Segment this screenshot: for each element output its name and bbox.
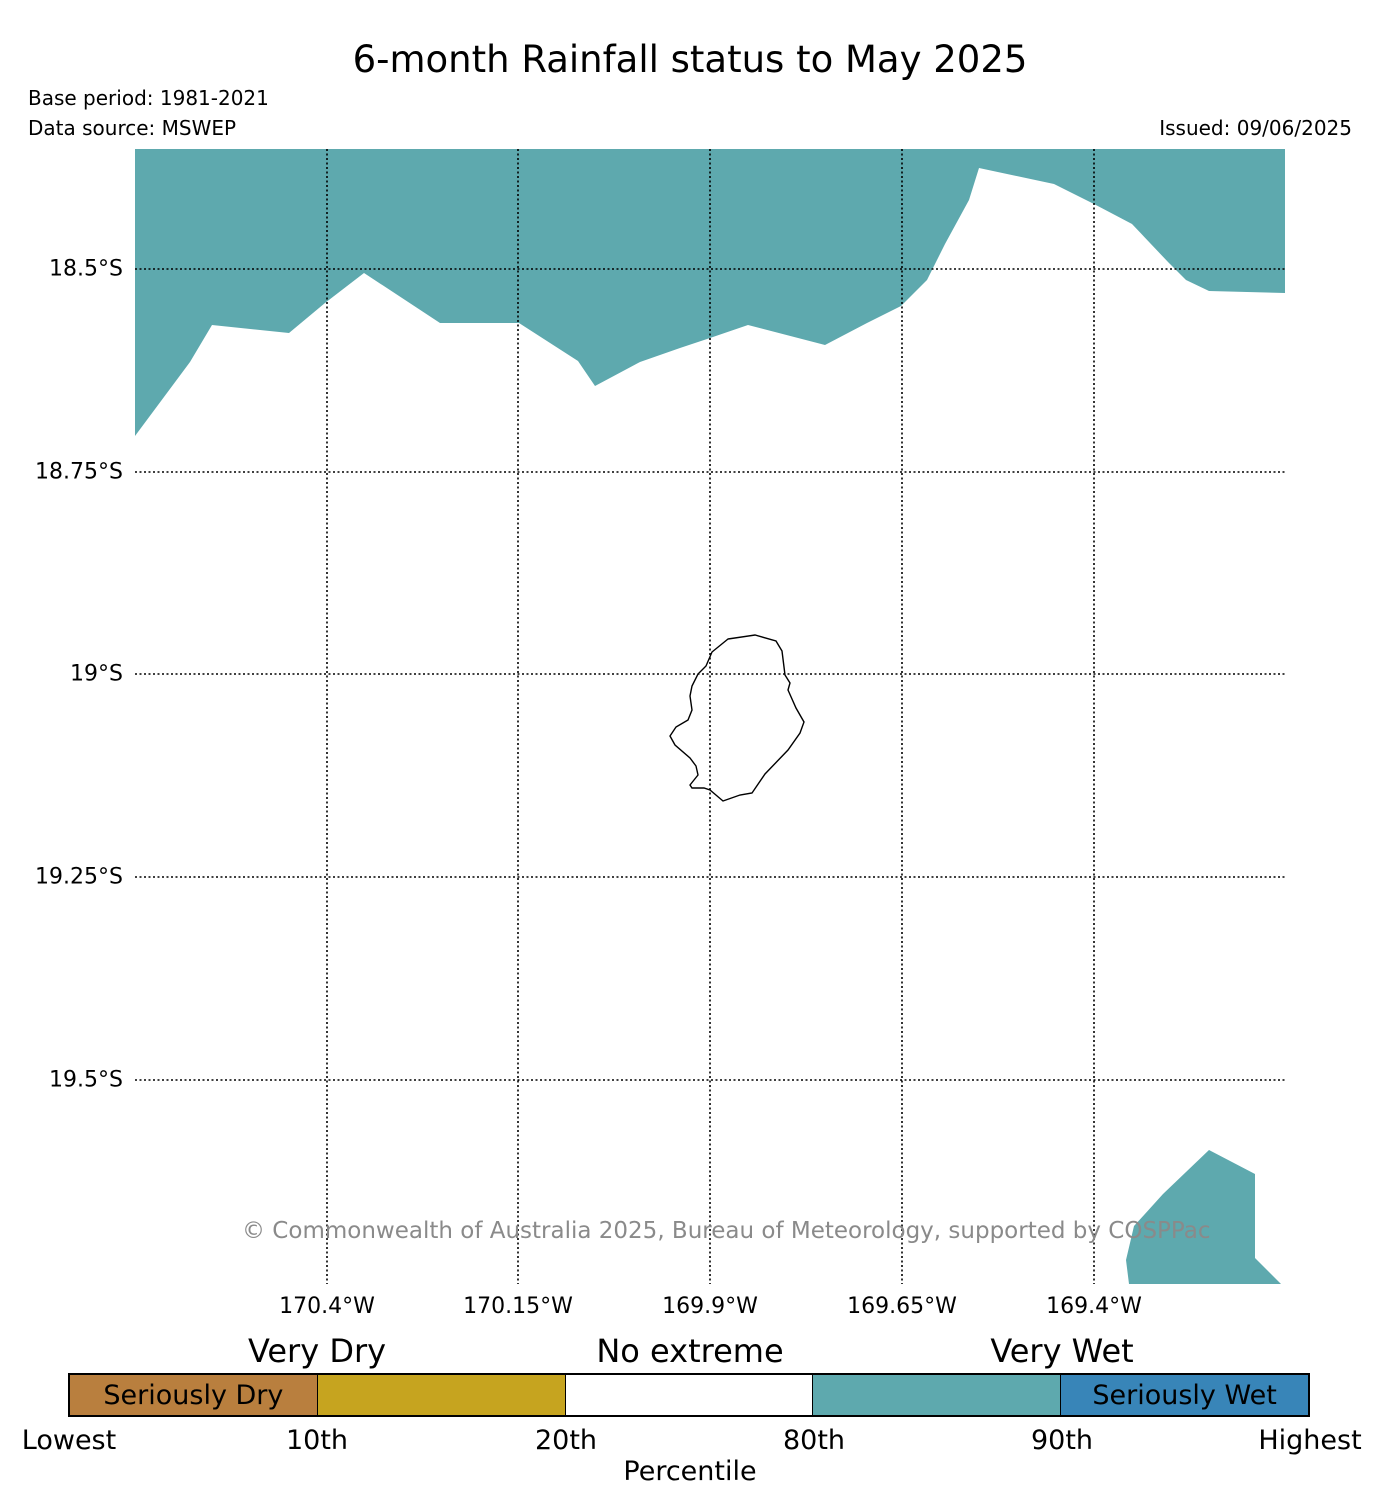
legend-tick-lowest: Lowest [21,1425,117,1456]
lat-label-19: 19°S [70,661,123,687]
map-title: 6-month Rainfall status to May 2025 [352,38,1028,81]
lon-label-169-4: 169.4°W [1046,1294,1142,1319]
very-wet-region-north [135,149,1285,436]
lon-label-170-4: 170.4°W [279,1294,375,1319]
legend-colorbar: Seriously Dry Seriously Wet [68,1373,1310,1417]
legend-segment-very-wet [813,1375,1062,1415]
legend-segment-seriously-dry: Seriously Dry [70,1375,318,1415]
lat-label-19-5: 19.5°S [49,1067,123,1093]
legend-tick-90th: 90th [1030,1425,1094,1456]
lat-label-18-75: 18.75°S [35,459,123,485]
legend-segment-no-extreme [565,1375,814,1415]
lat-label-18-5: 18.5°S [49,256,123,282]
legend-tick-80th: 80th [782,1425,846,1456]
longitude-gridlines [326,149,1095,1284]
lon-label-169-65: 169.65°W [847,1294,957,1319]
data-source-note: Data source: MSWEP [28,116,237,140]
legend-tick-20th: 20th [534,1425,598,1456]
very-wet-region-southeast [1126,1150,1281,1284]
legend-segment-seriously-wet: Seriously Wet [1061,1375,1308,1415]
latitude-gridlines [135,268,1285,1081]
island-coastline [669,634,805,802]
legend-header-very-wet: Very Wet [990,1332,1134,1370]
lat-label-19-25: 19.25°S [35,864,123,890]
legend-header-very-dry: Very Dry [247,1332,387,1370]
legend-axis-label: Percentile [623,1456,757,1487]
map-canvas [135,149,1285,1284]
legend-segment-very-dry [317,1375,566,1415]
copyright-notice: © Commonwealth of Australia 2025, Bureau… [242,1218,1211,1244]
issued-date: Issued: 09/06/2025 [1159,116,1352,140]
lon-label-170-15: 170.15°W [463,1294,573,1319]
legend-tick-10th: 10th [285,1425,349,1456]
legend-tick-highest: Highest [1258,1425,1362,1456]
base-period-note: Base period: 1981-2021 [28,86,269,110]
lon-label-169-9: 169.9°W [662,1294,758,1319]
legend-header-no-extreme: No extreme [596,1332,784,1370]
